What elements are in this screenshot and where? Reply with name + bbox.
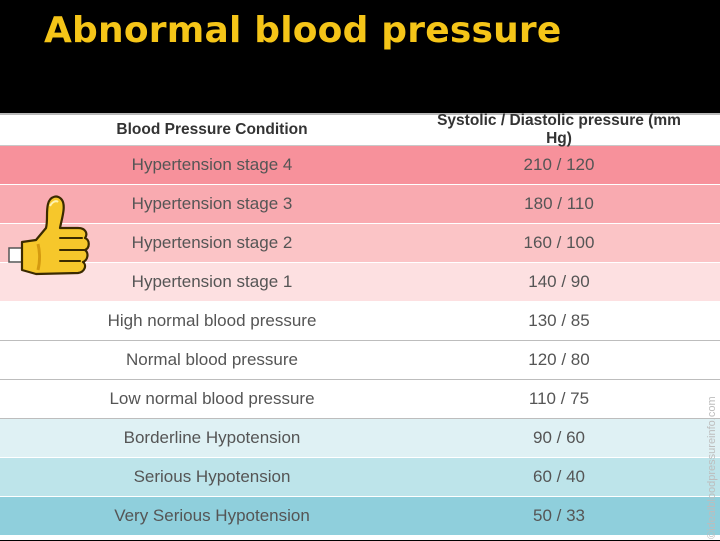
table-row: Normal blood pressure 120 / 80 xyxy=(0,341,720,380)
table-row: High normal blood pressure 130 / 85 xyxy=(0,302,720,341)
watermark-text: ©idealbloodpressureinfo.com xyxy=(706,396,718,539)
condition-cell: Borderline Hypotension xyxy=(123,428,301,447)
condition-cell: Serious Hypotension xyxy=(133,467,291,486)
pressure-cell: 110 / 75 xyxy=(528,389,590,408)
table-sheet: Blood Pressure Condition Systolic / Dias… xyxy=(0,112,720,541)
condition-cell: High normal blood pressure xyxy=(107,311,317,330)
condition-cell: Hypertension stage 3 xyxy=(131,194,293,213)
table-row: Serious Hypotension 60 / 40 xyxy=(0,458,720,497)
condition-cell: Low normal blood pressure xyxy=(109,389,315,408)
pressure-cell: 50 / 33 xyxy=(533,506,585,525)
condition-cell: Hypertension stage 4 xyxy=(131,155,293,174)
condition-cell: Normal blood pressure xyxy=(126,350,298,369)
slide-title: Abnormal blood pressure xyxy=(44,10,562,51)
table-row: Very Serious Hypotension 50 / 33 xyxy=(0,497,720,536)
pressure-cell: 180 / 110 xyxy=(524,194,594,213)
pressure-cell: 160 / 100 xyxy=(523,233,595,252)
condition-cell: Hypertension stage 2 xyxy=(131,233,293,252)
watermark: ©idealbloodpressureinfo.com xyxy=(702,361,720,541)
pressure-cell: 130 / 85 xyxy=(528,311,590,330)
condition-cell: Hypertension stage 1 xyxy=(131,272,293,291)
pressure-cell: 90 / 60 xyxy=(533,428,585,447)
pressure-cell: 120 / 80 xyxy=(528,350,590,369)
pressure-cell: 210 / 120 xyxy=(523,155,595,174)
column-header-pressure: Systolic / Diastolic pressure (mm Hg) xyxy=(437,112,681,147)
table-row: Low normal blood pressure 110 / 75 xyxy=(0,380,720,419)
column-header-condition: Blood Pressure Condition xyxy=(116,121,308,138)
pressure-cell: 140 / 90 xyxy=(528,272,590,291)
condition-cell: Very Serious Hypotension xyxy=(114,506,310,525)
pressure-cell: 60 / 40 xyxy=(533,467,585,486)
table-row: Hypertension stage 2 160 / 100 xyxy=(0,224,720,263)
table-row: Hypertension stage 4 210 / 120 xyxy=(0,146,720,185)
table-row: Borderline Hypotension 90 / 60 xyxy=(0,419,720,458)
table-row: Hypertension stage 1 140 / 90 xyxy=(0,263,720,302)
blood-pressure-table: Blood Pressure Condition Systolic / Dias… xyxy=(0,112,720,536)
table-row: Hypertension stage 3 180 / 110 xyxy=(0,185,720,224)
thumbs-up-icon xyxy=(8,195,90,276)
table-header-row: Blood Pressure Condition Systolic / Dias… xyxy=(0,112,720,147)
title-bar: Abnormal blood pressure xyxy=(0,0,720,113)
